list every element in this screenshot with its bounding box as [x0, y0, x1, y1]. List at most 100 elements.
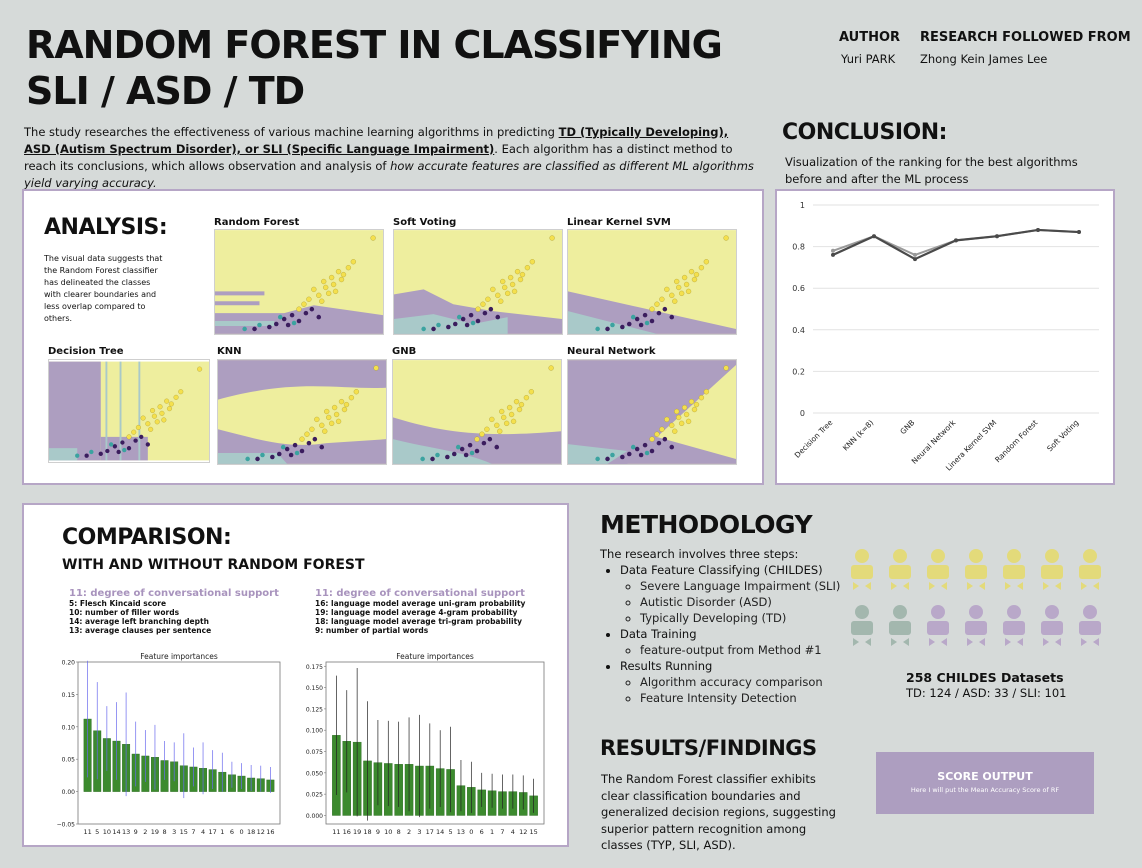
x-tick-label: 4 [511, 828, 515, 836]
plot-label-neural-network: Neural Network [567, 346, 656, 357]
x-tick-label: 2 [407, 828, 411, 836]
soft-voting-boundary-plot [393, 229, 563, 335]
intro-text-3: how accurate features are classified as … [24, 159, 754, 190]
research-name: Zhong Kein James Lee [920, 52, 1048, 66]
method-substep: Algorithm accuracy comparison [640, 674, 850, 690]
x-tick-label: 5 [449, 828, 453, 836]
right-feature-heading: 11: degree of conversational support [315, 588, 525, 599]
y-tick-label: 1 [800, 201, 805, 210]
x-tick-label: 6 [230, 828, 234, 836]
x-tick-label: GNB [898, 418, 916, 436]
datasets-title: 258 CHILDES Datasets [906, 670, 1064, 685]
intro-text-1: The study researches the effectiveness o… [24, 125, 559, 139]
score-output-box: SCORE OUTPUT Here I will put the Mean Ac… [876, 752, 1094, 814]
x-tick-label: 0 [239, 828, 243, 836]
plot-frame [77, 661, 281, 825]
comparison-panel: COMPARISON: WITH AND WITHOUT RANDOM FORE… [22, 503, 569, 847]
data-point [1036, 227, 1040, 232]
y-tick-label: 0.000 [306, 813, 323, 820]
y-tick-label: 0.125 [306, 706, 323, 713]
left-feature-item: 13: average clauses per sentence [69, 626, 212, 635]
data-point [872, 234, 876, 239]
comparison-title: COMPARISON: [62, 525, 232, 550]
x-tick-label: 12 [257, 828, 265, 836]
analysis-title: ANALYSIS: [44, 215, 168, 240]
title-line-2: SLI / ASD / TD [26, 69, 305, 113]
intro-text-2: . Each algorithm has a distinct method t… [24, 142, 733, 173]
left-feature-heading: 11: degree of conversational support [69, 588, 279, 599]
x-tick-label: 17 [209, 828, 217, 836]
x-tick-label: 15 [529, 828, 537, 836]
y-tick-label: 0.025 [306, 792, 323, 799]
plot-label-random-forest: Random Forest [214, 217, 300, 228]
data-point [995, 234, 999, 239]
left-feature-list: 11: degree of conversational support 5: … [69, 588, 299, 635]
y-tick-label: 0.100 [306, 728, 323, 735]
analysis-panel: ANALYSIS: The visual data suggests that … [22, 189, 764, 485]
y-tick-label: 0.075 [306, 749, 323, 756]
data-point [1077, 230, 1081, 235]
score-text: Here I will put the Mean Accuracy Score … [910, 786, 1060, 794]
results-title: RESULTS/FINDINGS [600, 736, 817, 760]
method-substep: Severe Language Impairment (SLI) [640, 578, 850, 594]
plot-label-soft-voting: Soft Voting [393, 217, 457, 228]
results-text: The Random Forest classifier exhibits cl… [601, 772, 836, 852]
feature-importance-chart-left: Feature importances −0.05 0.00 0.05 0.10 0.15… [57, 652, 281, 836]
research-label: RESEARCH FOLLOWED FROM [920, 30, 1131, 45]
series-line [832, 228, 1080, 261]
knn-boundary-plot [217, 359, 387, 465]
chart-title: Feature importances [396, 652, 474, 661]
x-tick-label: KNN (k=8) [841, 418, 876, 453]
x-tick-label: 1 [220, 828, 224, 836]
left-feature-item: 10: number of filler words [69, 608, 180, 617]
x-tick-label: 14 [112, 828, 120, 836]
feature-importance-chart-right: Feature importances 0.000 0.025 0.050 0.075 0… [306, 652, 545, 836]
right-feature-list: 11: degree of conversational support 16:… [315, 588, 555, 635]
y-tick-label: 0.8 [792, 243, 805, 252]
x-tick-label: 18 [363, 828, 371, 836]
method-step-label: Data Training [620, 627, 697, 641]
x-tick-label: 12 [519, 828, 527, 836]
x-tick-label: 10 [103, 828, 111, 836]
y-tick-label: 0.4 [792, 326, 805, 335]
x-tick-label: 13 [122, 828, 130, 836]
comparison-subtitle: WITH AND WITHOUT RANDOM FOREST [62, 557, 365, 573]
chart-title: Feature importances [140, 652, 218, 661]
x-tick-label: 11 [332, 828, 340, 836]
y-tick-label: 0.175 [306, 664, 323, 671]
method-substep: Typically Developing (TD) [640, 610, 850, 626]
random-forest-boundary-plot [214, 229, 384, 335]
method-step: Data Training feature-output from Method… [620, 626, 850, 658]
method-step: Results Running Algorithm accuracy compa… [620, 658, 850, 706]
x-tick-label: 17 [426, 828, 434, 836]
x-tick-label: 2 [143, 828, 147, 836]
y-tick-label: −0.05 [57, 822, 76, 829]
methodology-title: METHODOLOGY [600, 510, 813, 539]
x-tick-label: 16 [343, 828, 351, 836]
x-tick-label: 1 [490, 828, 494, 836]
author-name: Yuri PARK [841, 52, 896, 66]
datasets-breakdown: TD: 124 / ASD: 33 / SLI: 101 [906, 686, 1067, 700]
data-point [831, 252, 835, 257]
decision-tree-boundary-plot [48, 359, 210, 463]
y-tick-label: 0.050 [306, 770, 323, 777]
x-tick-label: 3 [172, 828, 176, 836]
right-feature-item: 19: language model average 4-gram probab… [315, 608, 518, 617]
x-tick-label: 7 [500, 828, 504, 836]
x-tick-label: 6 [480, 828, 484, 836]
x-tick-label: 11 [83, 828, 91, 836]
x-tick-label: 19 [353, 828, 361, 836]
y-tick-label: 0.20 [62, 660, 76, 667]
x-tick-label: 18 [247, 828, 255, 836]
x-tick-label: 8 [163, 828, 167, 836]
x-tick-label: 10 [384, 828, 392, 836]
x-tick-label: 9 [376, 828, 380, 836]
x-tick-label: 4 [201, 828, 205, 836]
x-tick-label: Decision Tree [793, 418, 835, 460]
plot-label-gnb: GNB [392, 346, 417, 357]
right-feature-item: 16: language model average uni-gram prob… [315, 599, 526, 608]
method-substep: Autistic Disorder (ASD) [640, 594, 850, 610]
x-tick-label: 3 [417, 828, 421, 836]
conclusion-chart-panel: 0 0.2 0.4 0.6 0.8 1 Decision Tree KNN (k=8) GNB N… [775, 189, 1115, 485]
